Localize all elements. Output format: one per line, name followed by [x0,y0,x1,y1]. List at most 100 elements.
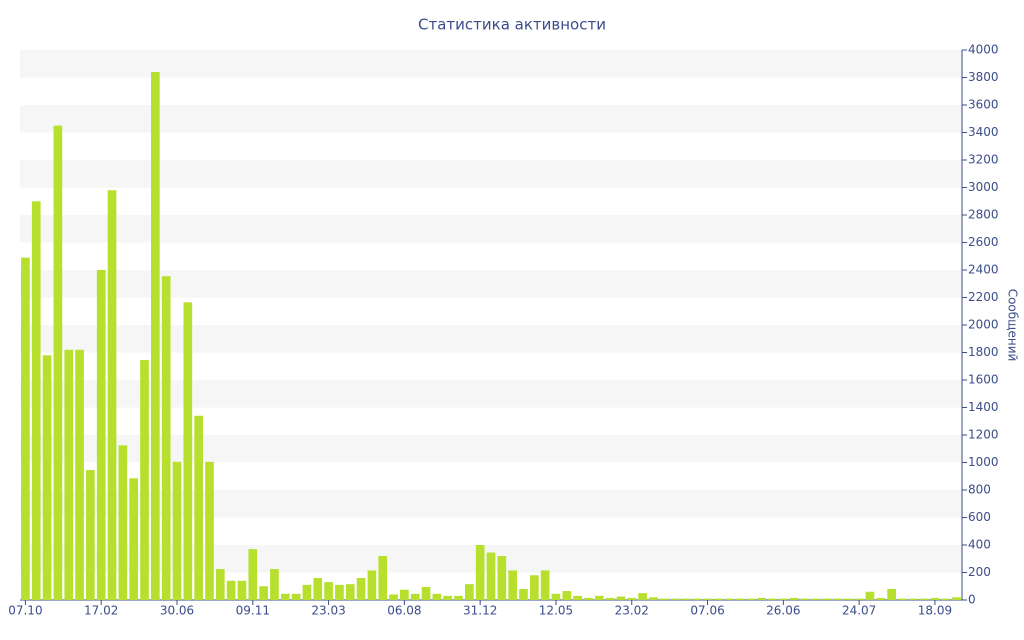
grid-band [20,270,962,298]
bar [172,461,182,600]
bar [908,598,918,600]
grid-band [20,105,962,133]
bar [659,598,669,600]
bar [21,257,30,600]
bar [486,552,496,600]
bar [53,125,63,600]
bar [291,593,301,600]
bar [367,570,377,600]
y-tick-label: 1000 [968,455,999,469]
bar [529,575,539,600]
bar [703,598,712,600]
bar [497,556,507,600]
y-tick-label: 800 [968,483,991,497]
x-tick-label: 09.11 [236,604,270,618]
bar [31,201,41,600]
bar [757,597,767,600]
bar [107,190,117,600]
bar [605,597,615,600]
chart-title: Статистика активности [418,16,606,34]
y-tick-label: 3400 [968,125,999,139]
grid-band [20,325,962,353]
bar [833,598,842,600]
bar [735,598,745,600]
bar [616,596,626,600]
x-tick-label: 30.06 [160,604,194,618]
y-tick-label: 2600 [968,235,999,249]
x-tick-label: 23.02 [615,604,649,618]
x-tick-label: 31.12 [463,604,497,618]
bar [865,591,875,600]
grid-band [20,215,962,243]
y-tick-label: 1600 [968,373,999,387]
grid-band [20,50,962,78]
bar [941,598,951,600]
bar [887,589,896,600]
bar [324,582,333,600]
bar [400,589,409,600]
bar [205,461,214,600]
y-tick-label: 3000 [968,180,999,194]
bar [259,586,268,600]
y-tick-label: 1400 [968,400,999,414]
grid-band [20,490,962,518]
bar [540,570,550,600]
bar [75,349,84,600]
bar [638,593,647,600]
bar [627,597,637,600]
bar [421,586,431,600]
bar [573,595,582,600]
bar [335,584,344,600]
bar [551,593,561,600]
bar [475,545,485,600]
bar [378,556,388,600]
bar [140,360,149,600]
y-tick-label: 3200 [968,153,999,167]
grid-band [20,435,962,463]
bar [952,597,961,600]
bar [161,276,171,600]
x-tick-label: 23.03 [311,604,345,618]
bar [876,597,886,600]
y-tick-label: 0 [968,593,976,607]
bar [389,594,398,600]
bar [237,580,247,600]
y-tick-label: 200 [968,565,991,579]
bar [779,598,788,600]
bar [64,349,74,600]
x-tick-label: 18.09 [918,604,952,618]
x-tick-label: 07.06 [690,604,724,618]
bar [465,584,474,600]
bar [584,597,593,600]
y-tick-label: 3800 [968,70,999,84]
bar [226,580,236,600]
bar [270,569,279,600]
bar [692,598,702,600]
bar [768,598,777,600]
bar [746,598,756,600]
bar [96,270,106,600]
bar [302,584,312,600]
bar [356,578,366,600]
bar [562,591,572,600]
bar [454,595,463,600]
bar [594,595,604,600]
y-tick-label: 600 [968,510,991,524]
bar [118,445,128,600]
bar [86,470,95,600]
bar [519,589,528,600]
y-tick-label: 1800 [968,345,999,359]
x-tick-label: 26.06 [766,604,800,618]
bar [410,593,420,600]
bar [345,584,355,600]
bar [280,593,290,600]
x-tick-label: 24.07 [842,604,876,618]
x-tick-label: 07.10 [8,604,42,618]
bar [215,569,225,600]
bar [183,302,193,600]
bar [649,597,658,600]
bar [714,598,723,600]
bar [129,478,139,600]
bar [724,598,734,600]
bar [800,598,810,600]
